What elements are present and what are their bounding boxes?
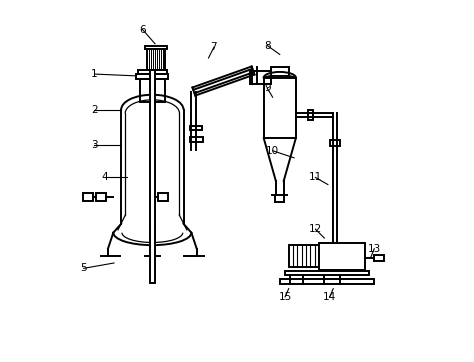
Bar	[285, 271, 369, 275]
Bar	[264, 77, 296, 138]
Bar	[271, 67, 289, 76]
Bar	[374, 255, 384, 261]
Text: 9: 9	[264, 83, 271, 93]
Text: 15: 15	[279, 292, 292, 302]
Text: 1: 1	[91, 69, 98, 79]
Bar	[319, 243, 365, 270]
Bar	[138, 70, 166, 75]
Bar	[96, 193, 106, 201]
Text: 6: 6	[139, 25, 146, 34]
Text: 11: 11	[309, 172, 322, 182]
Bar	[82, 193, 92, 201]
Bar	[280, 279, 374, 285]
Bar	[308, 110, 312, 120]
Text: 7: 7	[210, 42, 217, 52]
Text: 4: 4	[102, 172, 109, 182]
Text: 12: 12	[309, 224, 322, 234]
Bar	[158, 193, 168, 201]
Bar	[140, 79, 165, 102]
Text: 13: 13	[368, 244, 381, 254]
Text: 8: 8	[264, 41, 271, 51]
Bar	[190, 137, 203, 142]
Text: 3: 3	[91, 140, 98, 150]
Bar	[330, 140, 340, 146]
Bar	[147, 49, 165, 70]
Text: 10: 10	[266, 146, 279, 156]
Bar	[190, 126, 202, 130]
Text: 5: 5	[81, 263, 87, 273]
Text: 2: 2	[91, 105, 98, 115]
Text: 14: 14	[323, 292, 336, 302]
Bar	[145, 46, 166, 49]
Bar	[250, 71, 271, 84]
Bar	[137, 75, 168, 79]
Bar	[289, 245, 319, 267]
Bar	[150, 55, 155, 283]
